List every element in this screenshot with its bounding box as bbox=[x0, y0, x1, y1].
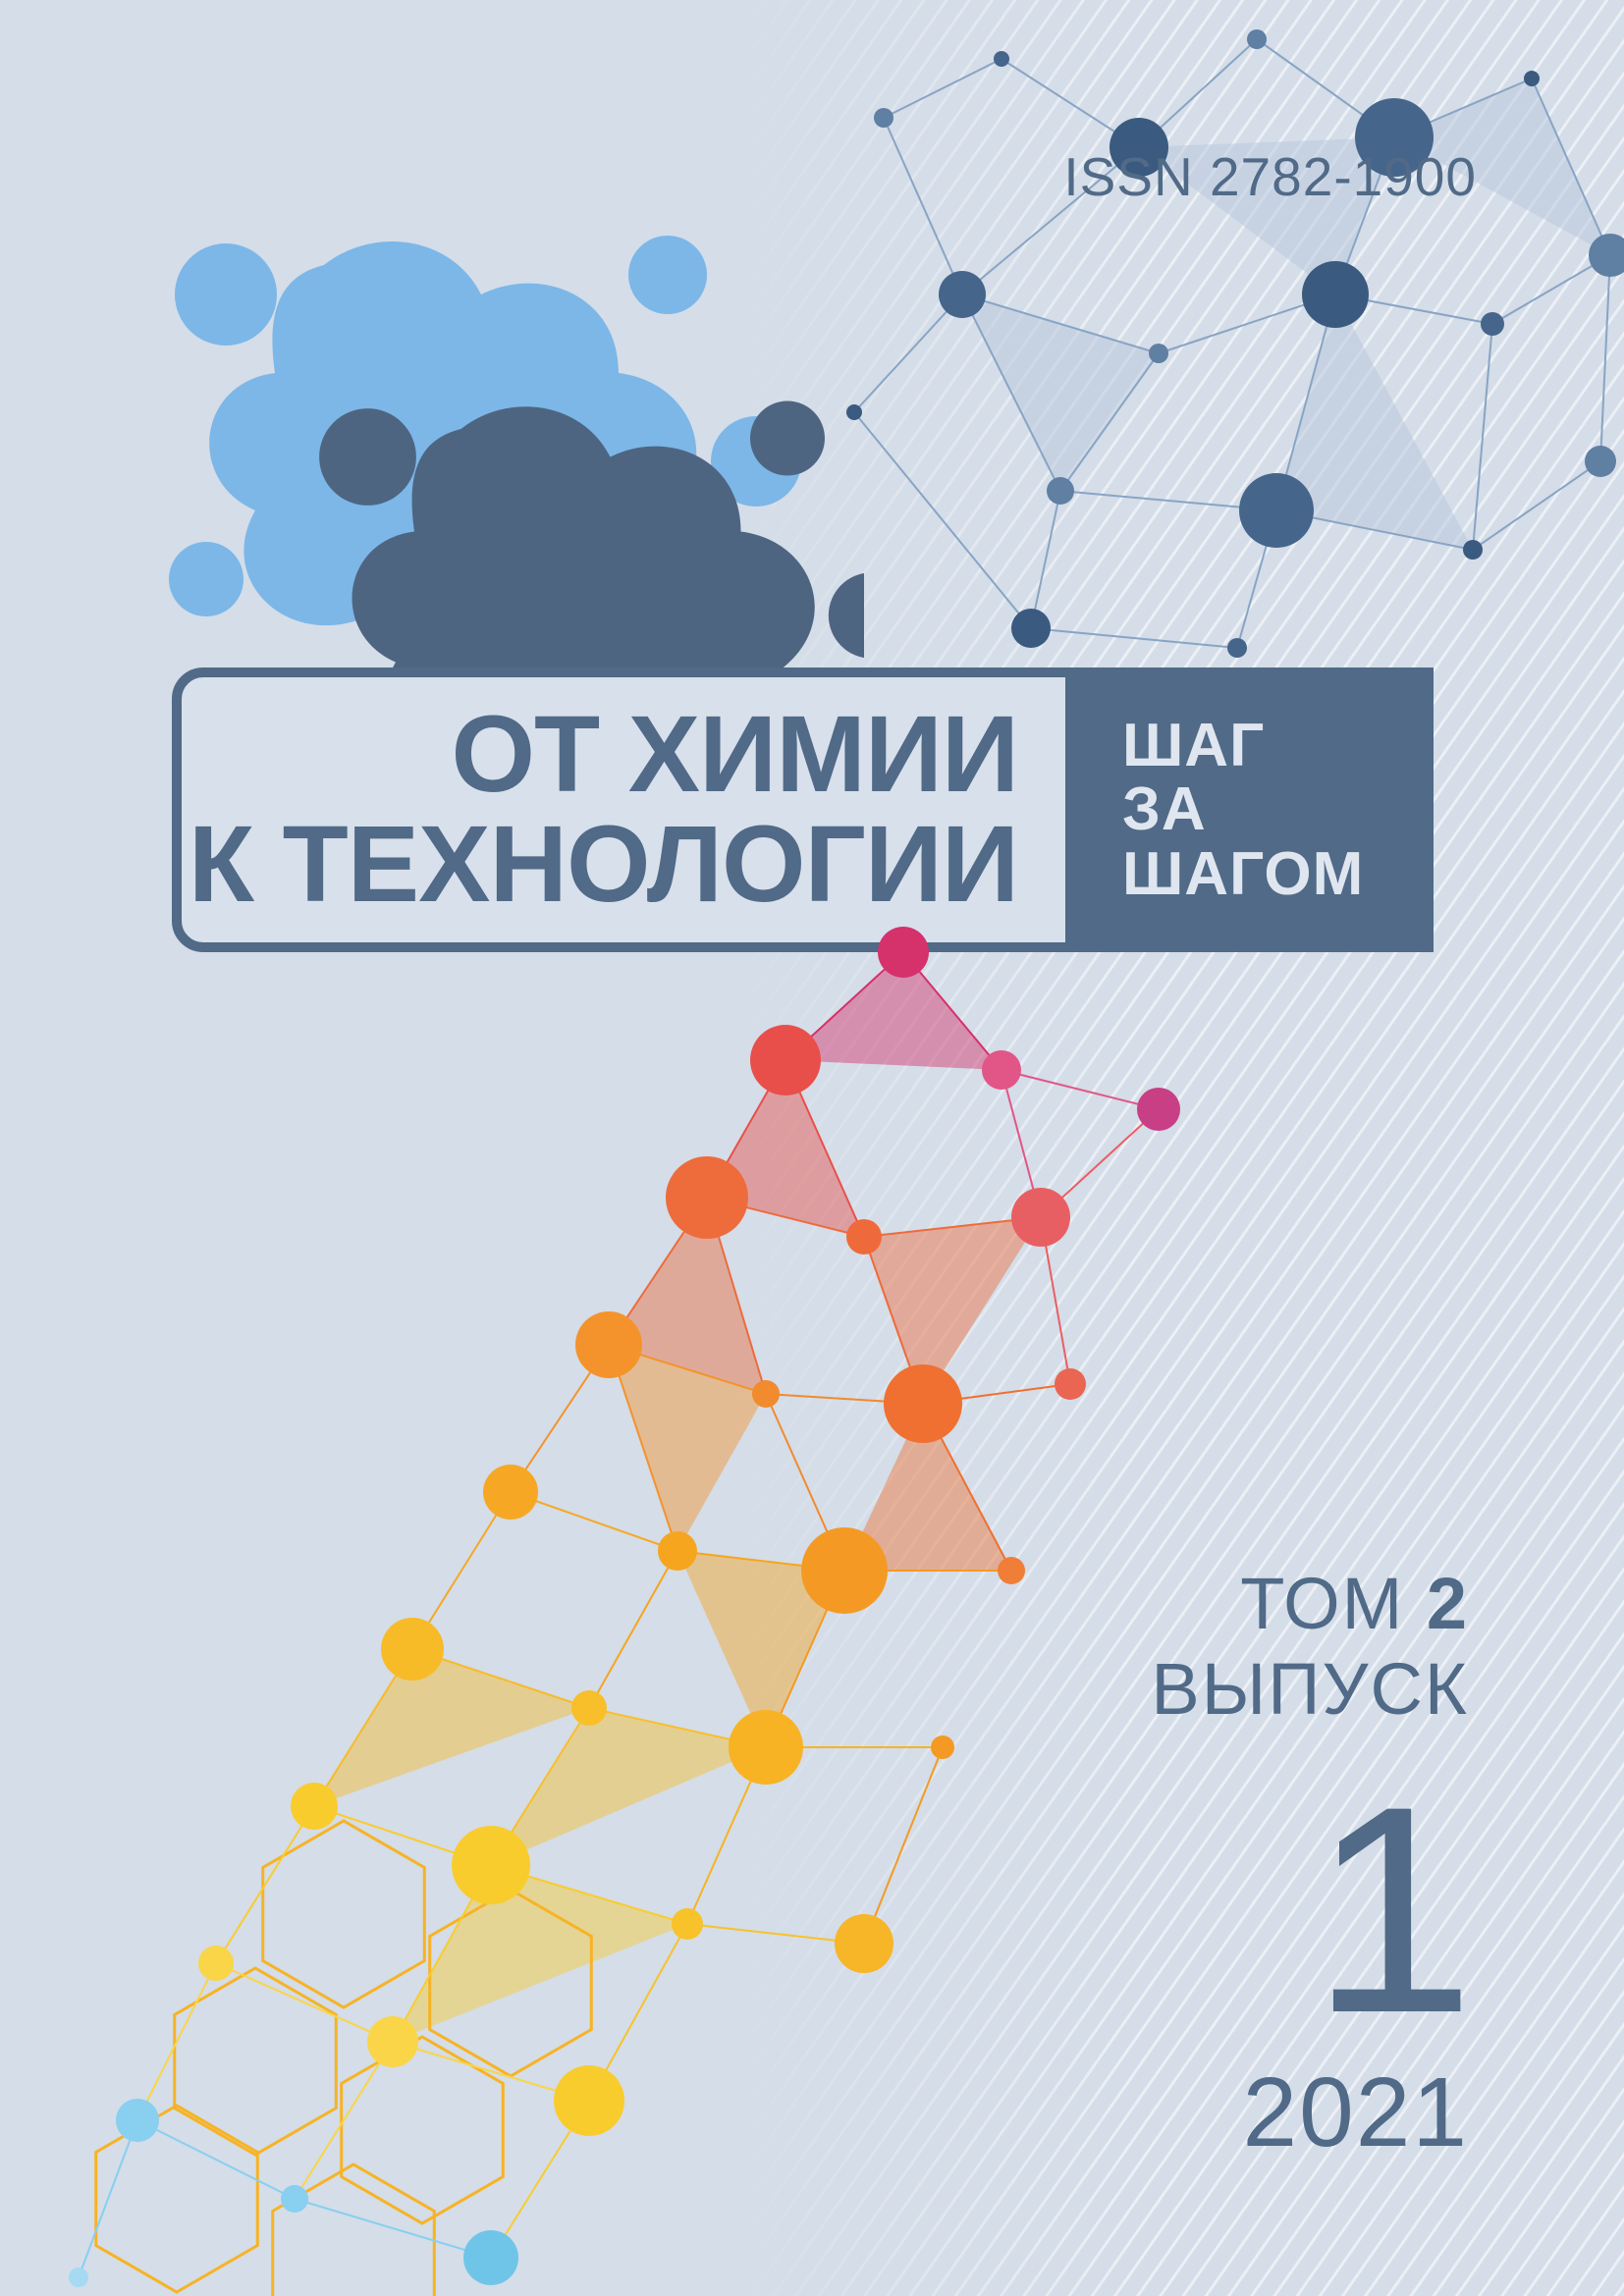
tom-label: ТОМ bbox=[1240, 1563, 1404, 1644]
issue-label: ВЫПУСК bbox=[1151, 1646, 1469, 1732]
journal-cover: ОТ ХИМИИ К ТЕХНОЛОГИИ ШАГ ЗА ШАГОМ ISSN … bbox=[0, 0, 1624, 2296]
year: 2021 bbox=[1151, 2056, 1469, 2169]
issn-label: ISSN 2782-1900 bbox=[1063, 145, 1477, 208]
subtitle-line-2: ЗА bbox=[1122, 777, 1364, 841]
tom-value: 2 bbox=[1427, 1563, 1469, 1644]
volume-line: ТОМ 2 bbox=[1151, 1561, 1469, 1646]
issue-number: 1 bbox=[1151, 1762, 1469, 2056]
title-line-1: ОТ ХИМИИ bbox=[189, 700, 1018, 810]
subtitle-line-1: ШАГ bbox=[1122, 714, 1364, 777]
volume-block: ТОМ 2 ВЫПУСК 1 2021 bbox=[1151, 1561, 1469, 2169]
